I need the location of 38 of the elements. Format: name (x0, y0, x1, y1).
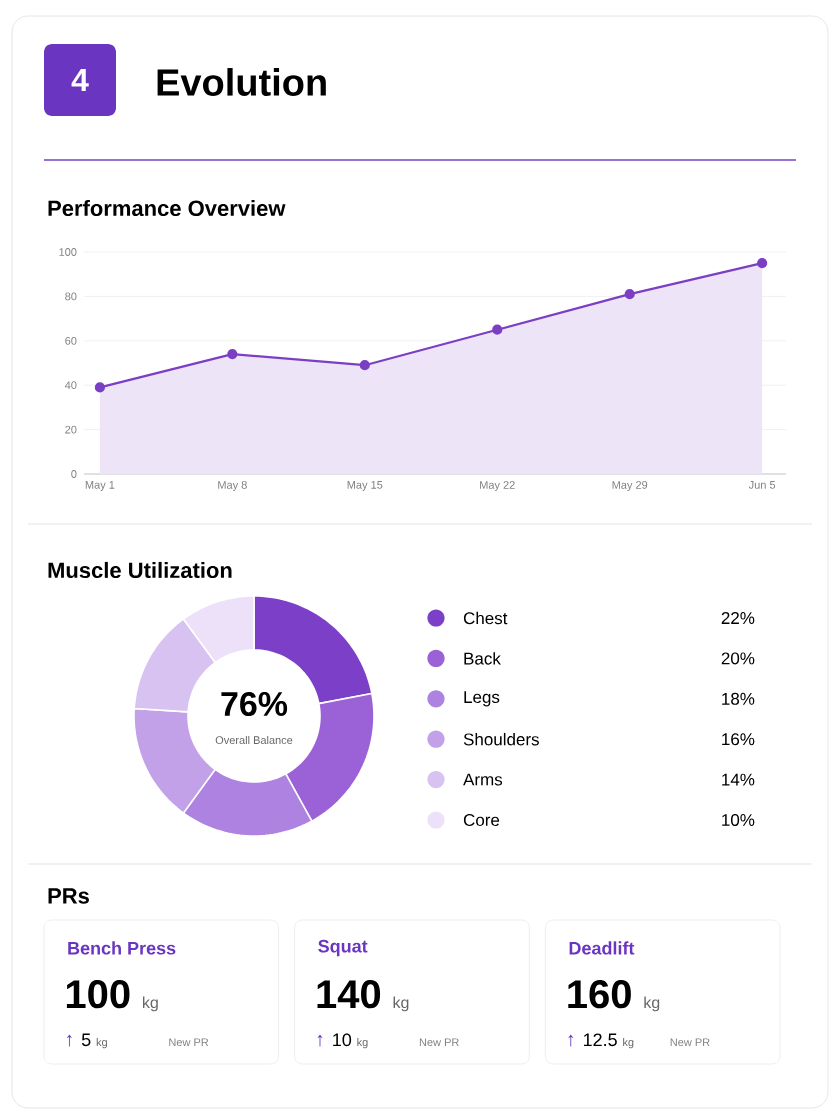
text: 10 (333, 1033, 352, 1047)
data-label: 16% (722, 733, 755, 746)
text: 140 (317, 980, 381, 1009)
data-label: 10% (722, 813, 755, 826)
text: 4 (71, 68, 89, 92)
text: 160 (568, 980, 631, 1009)
text: kg (393, 996, 409, 1012)
data-label: 18% (722, 692, 755, 705)
data-label: 20% (721, 652, 755, 665)
text: kg (143, 996, 158, 1012)
legend-label: Core (463, 813, 500, 826)
text: ↑ (317, 1034, 323, 1047)
point (492, 324, 503, 335)
text: kg (644, 996, 660, 1012)
data-label: 14% (722, 773, 755, 786)
point (624, 289, 635, 300)
text: Deadlift (569, 941, 635, 955)
text: ↑ (568, 1034, 574, 1047)
chart-title: Muscle Utilization (48, 561, 232, 579)
text: 12.5 (583, 1033, 617, 1047)
point (757, 258, 768, 269)
legend-label: Legs (464, 691, 500, 707)
text: Bench Press (68, 941, 176, 955)
legend-label: Shoulders (463, 732, 539, 746)
legend-label: Chest (463, 611, 508, 625)
chart-title: Performance Overview (48, 199, 286, 217)
text: ↑ (67, 1034, 72, 1047)
text: Squat (318, 939, 368, 957)
text: 76% (221, 691, 288, 717)
point (94, 382, 105, 393)
text: PRs (48, 888, 89, 904)
text: Evolution (157, 68, 326, 96)
text: 5 (81, 1033, 91, 1047)
legend-label: Arms (463, 773, 503, 786)
legend-label: Back (464, 652, 501, 665)
point (227, 349, 238, 360)
data-label: 22% (721, 612, 755, 624)
point (359, 360, 370, 371)
